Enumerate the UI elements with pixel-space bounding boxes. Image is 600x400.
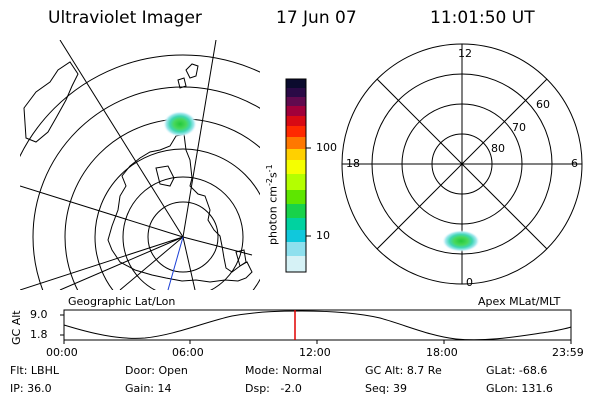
mlat-label-60: 60 — [536, 98, 550, 111]
status-gc-alt: GC Alt: 8.7 Re — [365, 364, 442, 377]
image-date: 17 Jun 07 — [276, 8, 357, 28]
timeline-x-tick-0000: 00:00 — [46, 346, 78, 359]
mlat-label-80: 80 — [491, 142, 505, 155]
mlt-label-0: 0 — [466, 276, 473, 289]
timeline-y-tick-1.8: 1.8 — [30, 328, 48, 341]
status-seq: Seq: 39 — [365, 382, 407, 395]
apex-polar-map — [341, 43, 583, 285]
image-time: 11:01:50 UT — [430, 8, 535, 28]
status-door: Door: Open — [125, 364, 188, 377]
timeline-x-tick-0600: 06:00 — [172, 346, 204, 359]
mlat-label-70: 70 — [512, 121, 526, 134]
status-gain: Gain: 14 — [125, 382, 172, 395]
nightside-meridian-line — [167, 236, 184, 291]
timeline-y-tick-9: 9.0 — [30, 308, 48, 321]
colorbar-tick-100: 100 — [316, 141, 337, 154]
timeline-y-label: GC Alt — [10, 310, 23, 345]
geographic-map — [20, 40, 260, 290]
timeline-x-tick-2359: 23:59 — [552, 346, 584, 359]
colorbar-unit-label: photon cm-2s-1 — [265, 164, 280, 245]
apex-caption: Apex MLat/MLT — [478, 295, 561, 308]
status-filter: Flt: LBHL — [10, 364, 59, 377]
colorbar-tick-10: 10 — [316, 229, 330, 242]
aurora-spot-apex — [442, 230, 480, 252]
timeline-x-tick-1200: 12:00 — [299, 346, 331, 359]
status-dsp: Dsp: -2.0 — [245, 382, 302, 395]
timeline-x-tick-1800: 18:00 — [426, 346, 458, 359]
status-glat: GLat: -68.6 — [486, 364, 548, 377]
instrument-title: Ultraviolet Imager — [48, 8, 202, 28]
geographic-caption: Geographic Lat/Lon — [68, 295, 176, 308]
aurora-spot-geographic — [163, 111, 197, 137]
status-ip: IP: 36.0 — [10, 382, 52, 395]
colorbar-box — [285, 78, 311, 273]
mlt-label-6: 6 — [571, 157, 578, 170]
altitude-timeline — [60, 309, 572, 344]
mlt-label-12: 12 — [458, 47, 472, 60]
status-glon: GLon: 131.6 — [486, 382, 553, 395]
mlt-label-18: 18 — [346, 157, 360, 170]
status-mode: Mode: Normal — [245, 364, 322, 377]
